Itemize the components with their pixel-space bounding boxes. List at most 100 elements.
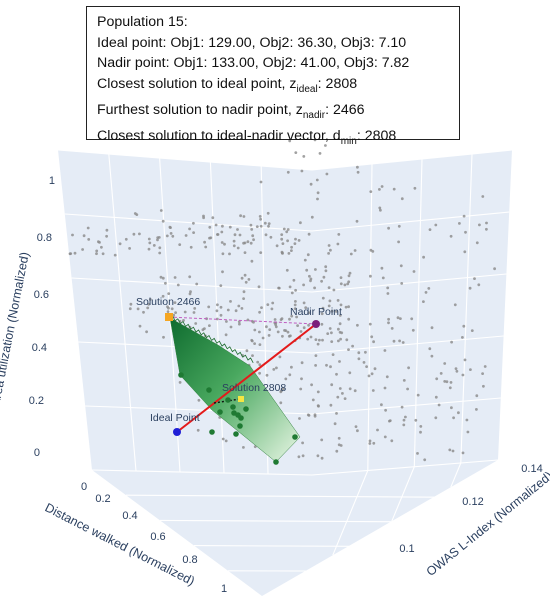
solution-point xyxy=(259,251,263,255)
solution-point xyxy=(434,416,438,420)
solution-point xyxy=(330,383,334,387)
population-title: Population 15: xyxy=(97,14,188,30)
x-tick-label: 0.4 xyxy=(122,510,137,522)
solution-point xyxy=(338,314,342,317)
solution-point xyxy=(348,387,352,391)
solution-point xyxy=(306,253,310,257)
solution-point xyxy=(378,188,381,191)
solution-point xyxy=(258,215,262,218)
solution-point xyxy=(299,221,302,225)
solution-point xyxy=(258,371,261,375)
solution-point xyxy=(321,296,325,300)
solution-point xyxy=(383,349,387,352)
solution-point xyxy=(437,403,441,407)
furthest-nadir-info: Furthest solution to nadir point, znadir… xyxy=(97,100,459,126)
solution-point xyxy=(299,387,303,391)
solution-point xyxy=(293,307,297,310)
ideal-point-marker xyxy=(173,428,181,436)
solution-point xyxy=(475,241,479,245)
solution-point xyxy=(221,270,224,274)
solution-point xyxy=(461,336,464,339)
solution-point xyxy=(314,354,318,357)
solution-point xyxy=(336,242,340,246)
solution-point xyxy=(335,372,338,376)
solution-point xyxy=(370,372,374,376)
grid-line xyxy=(227,570,550,573)
solution-point xyxy=(378,206,382,210)
solution-point xyxy=(324,269,328,273)
solution-point xyxy=(238,233,242,237)
solution-point xyxy=(449,381,453,384)
solution-point xyxy=(245,349,249,353)
solution-point xyxy=(339,276,343,279)
solution-point xyxy=(258,330,261,334)
solution-point xyxy=(290,314,294,318)
solution-point xyxy=(188,275,192,279)
solution-point xyxy=(278,355,282,359)
solution-point xyxy=(258,310,261,314)
grid-line xyxy=(57,149,313,171)
solution-point xyxy=(450,406,453,410)
solution-point xyxy=(292,278,296,282)
pareto-ridge xyxy=(169,315,254,363)
solution-point xyxy=(453,303,457,307)
solution-point xyxy=(324,265,328,269)
solution-point xyxy=(423,458,427,462)
solution-point xyxy=(478,223,481,227)
solution-point xyxy=(322,275,326,279)
solution-point xyxy=(128,247,132,250)
solution-point xyxy=(173,301,177,304)
solution-point xyxy=(201,328,205,332)
solution-point xyxy=(259,180,263,184)
grid-line xyxy=(332,470,369,556)
solution-point xyxy=(161,276,165,280)
solution-point xyxy=(335,412,338,415)
solution-point xyxy=(337,443,341,447)
solution-point xyxy=(362,361,366,364)
solution-point xyxy=(376,428,379,432)
solution-point xyxy=(184,234,188,237)
solution-point xyxy=(330,331,333,335)
solution-point xyxy=(477,283,481,287)
solution-point xyxy=(370,335,374,339)
solution-point xyxy=(308,274,311,278)
solution-point xyxy=(258,343,262,346)
solution-point xyxy=(250,228,254,231)
solution-point xyxy=(347,305,350,309)
solution-point xyxy=(485,221,488,225)
solution-point xyxy=(468,286,472,290)
solution-point xyxy=(266,303,270,306)
solution-point xyxy=(269,235,273,239)
solution-point xyxy=(364,350,367,354)
solution-point xyxy=(226,308,230,312)
solution-point xyxy=(372,340,375,344)
solution-point xyxy=(457,411,460,415)
solution-point xyxy=(176,283,180,287)
solution-point xyxy=(264,233,268,237)
solution-point xyxy=(325,172,329,176)
solution-point xyxy=(348,271,352,275)
solution-point xyxy=(101,252,105,256)
solution-point xyxy=(338,330,342,334)
closest-ideal-value: : 2808 xyxy=(317,75,358,92)
solution-point xyxy=(82,234,86,238)
solution-point xyxy=(390,439,394,443)
solution-point xyxy=(69,252,73,256)
solution-point xyxy=(274,325,278,329)
z-tick-label: 0.8 xyxy=(37,232,52,244)
solution-point xyxy=(246,318,250,322)
solution-point xyxy=(368,322,372,326)
solution-point xyxy=(345,338,349,342)
nadir-point-label: Nadir Point xyxy=(290,306,342,318)
grid-line xyxy=(71,277,313,293)
solution-point xyxy=(371,250,375,253)
pareto-point xyxy=(206,387,212,393)
solution-point xyxy=(285,268,289,272)
solution-point xyxy=(132,232,136,236)
solution-point xyxy=(173,276,177,279)
solution-point xyxy=(400,405,404,409)
solution-point xyxy=(293,303,297,307)
solution-point xyxy=(396,316,400,320)
grid-line xyxy=(311,397,501,415)
